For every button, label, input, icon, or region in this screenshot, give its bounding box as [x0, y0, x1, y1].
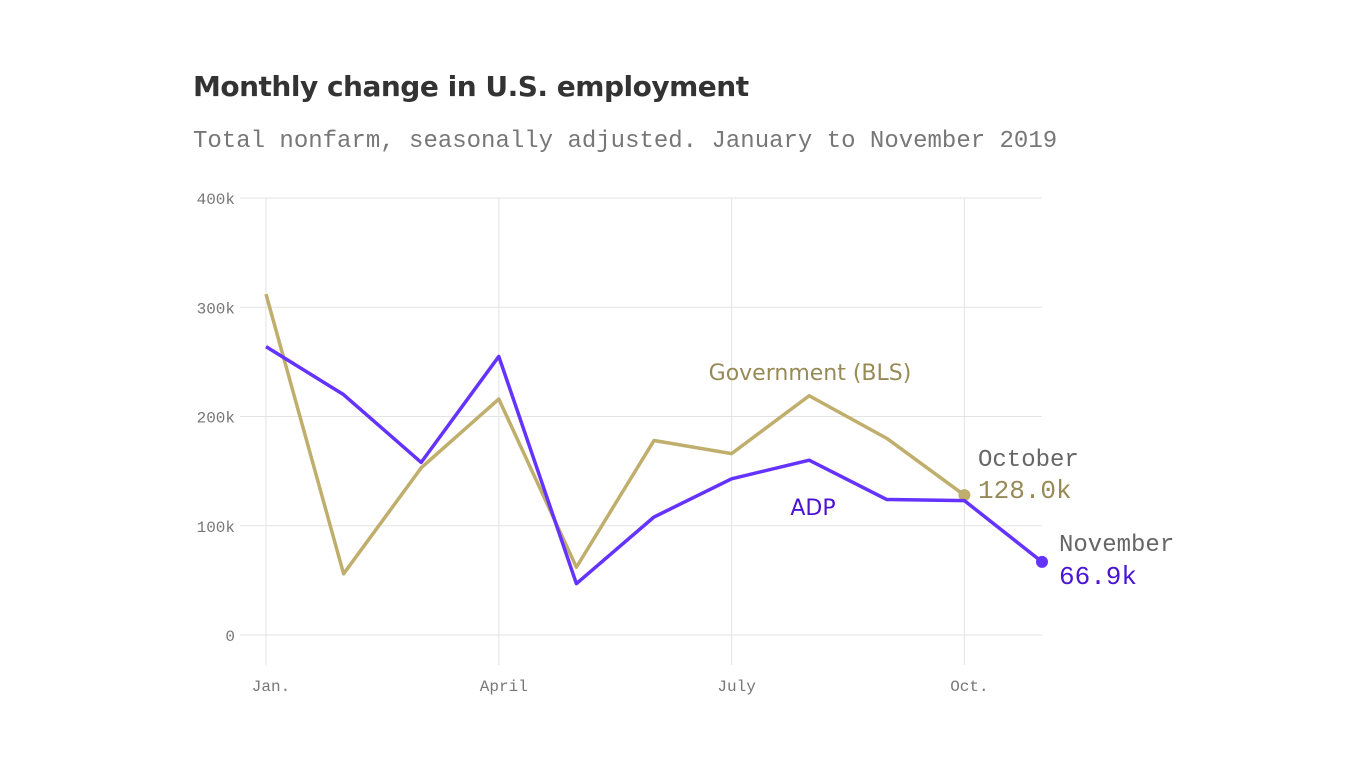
- chart-title: Monthly change in U.S. employment: [193, 70, 749, 103]
- y-tick-label: 300k: [197, 300, 235, 318]
- y-tick-label: 400k: [197, 191, 235, 209]
- x-tick-label: July: [717, 678, 756, 696]
- y-tick-label: 200k: [197, 410, 235, 428]
- end-label-month: November: [1059, 532, 1174, 559]
- series-line-adp: [265, 345, 1044, 586]
- x-tick-label: April: [480, 678, 528, 696]
- x-tick-label: Oct.: [950, 678, 988, 696]
- y-tick-label: 0: [225, 628, 235, 646]
- y-tick-label: 100k: [197, 519, 235, 537]
- end-point-marker: [958, 489, 971, 502]
- series-label-adp: ADP: [790, 496, 835, 521]
- series-label-bls: Government (BLS): [709, 361, 912, 386]
- end-label-value: 66.9k: [1059, 562, 1137, 592]
- end-label-month: October: [978, 447, 1079, 474]
- end-label-value: 128.0k: [978, 476, 1072, 506]
- end-point-marker: [1036, 555, 1048, 568]
- series-line-bls: [264, 293, 966, 576]
- x-tick-label: Jan.: [252, 678, 290, 696]
- chart-subtitle: Total nonfarm, seasonally adjusted. Janu…: [193, 128, 1058, 155]
